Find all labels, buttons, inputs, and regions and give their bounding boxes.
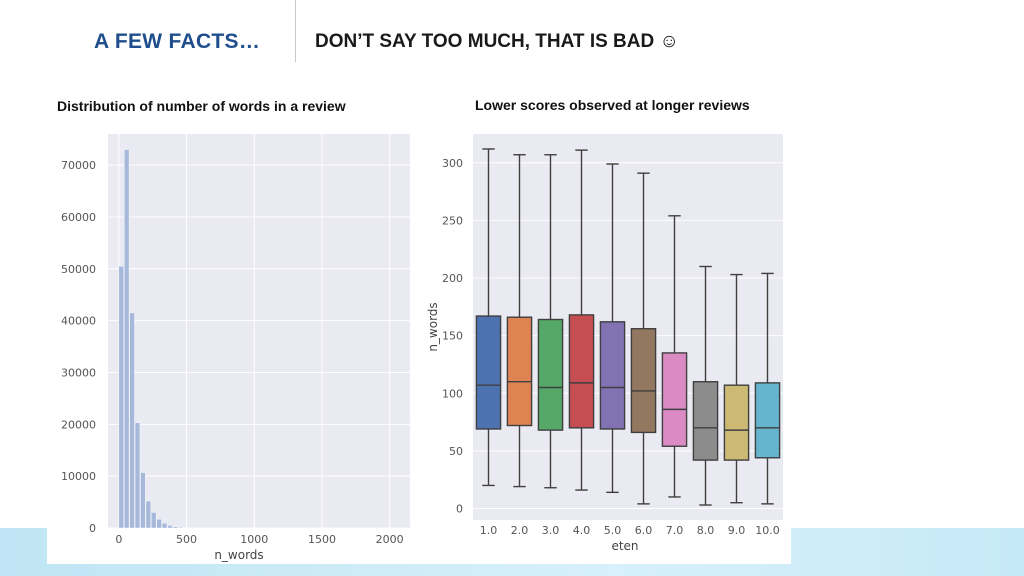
histogram-x-tick-label: 500 <box>176 533 197 546</box>
histogram-y-tick-label: 10000 <box>61 470 96 483</box>
boxplot-x-tick-label: 4.0 <box>573 524 591 537</box>
histogram-bar <box>156 518 162 529</box>
histogram-y-tick-label: 40000 <box>61 315 96 328</box>
histogram-x-tick-label: 1000 <box>240 533 268 546</box>
histogram-x-tick-label: 1500 <box>308 533 336 546</box>
histogram-y-tick-label: 70000 <box>61 159 96 172</box>
boxplot-x-tick-label: 1.0 <box>480 524 498 537</box>
histogram-x-tick-label: 0 <box>115 533 122 546</box>
title-divider <box>295 0 296 62</box>
boxplot-x-tick-label: 10.0 <box>755 524 780 537</box>
histogram-y-tick-label: 20000 <box>61 418 96 431</box>
boxplot-x-tick-label: 9.0 <box>728 524 746 537</box>
boxplot-box <box>506 316 533 427</box>
boxplot-box <box>692 381 719 461</box>
boxplot-box <box>754 382 781 459</box>
boxplot-box <box>630 328 657 434</box>
histogram-x-tick-label: 2000 <box>376 533 404 546</box>
histogram-y-tick-label: 0 <box>89 522 96 535</box>
boxplot-box <box>723 384 750 461</box>
histogram-bar <box>178 527 184 529</box>
boxplot-box <box>537 318 564 431</box>
boxplot-box <box>599 321 626 430</box>
slide-subtitle: DON’T SAY TOO MUCH, THAT IS BAD ☺ <box>315 31 679 52</box>
boxplot-box <box>475 315 502 430</box>
histogram-bar <box>151 512 157 529</box>
histogram-bar <box>129 312 135 529</box>
histogram-bar <box>145 500 151 529</box>
boxplot-x-tick-label: 6.0 <box>635 524 653 537</box>
boxplot-y-tick-label: 50 <box>449 445 463 458</box>
boxplot-x-tick-label: 5.0 <box>604 524 622 537</box>
histogram-title: Distribution of number of words in a rev… <box>57 98 346 114</box>
histogram-bar <box>124 149 130 529</box>
boxplot-y-tick-label: 250 <box>442 214 463 227</box>
boxplot-y-tick-label: 150 <box>442 330 463 343</box>
boxplot-y-tick-label: 300 <box>442 157 463 170</box>
boxplot-x-tick-label: 7.0 <box>666 524 684 537</box>
boxplot-x-tick-label: 8.0 <box>697 524 715 537</box>
histogram-bar <box>118 265 124 529</box>
histogram-bar <box>134 422 141 529</box>
boxplot-title: Lower scores observed at longer reviews <box>475 97 750 113</box>
boxplot-x-axis-label: eten <box>611 539 638 553</box>
histogram-y-tick-label: 60000 <box>61 211 96 224</box>
boxplot-y-axis-label: n_words <box>426 302 440 351</box>
boxplot-y-tick-label: 0 <box>456 502 463 515</box>
boxplot-box <box>568 314 595 429</box>
slide-title: A FEW FACTS… <box>94 30 261 53</box>
boxplot-x-tick-label: 3.0 <box>542 524 560 537</box>
boxplot-y-tick-label: 200 <box>442 272 463 285</box>
boxplot-y-tick-label: 100 <box>442 387 463 400</box>
histogram-plot-area <box>108 134 410 528</box>
histogram-x-axis-label: n_words <box>214 548 263 562</box>
histogram-y-tick-label: 50000 <box>61 263 96 276</box>
boxplot-x-tick-label: 2.0 <box>511 524 529 537</box>
histogram-bar <box>140 472 146 529</box>
histogram-bar <box>167 525 173 529</box>
histogram-bar <box>161 523 168 529</box>
histogram-bar <box>172 526 179 529</box>
boxplot-box <box>661 352 688 447</box>
histogram-y-tick-label: 30000 <box>61 366 96 379</box>
